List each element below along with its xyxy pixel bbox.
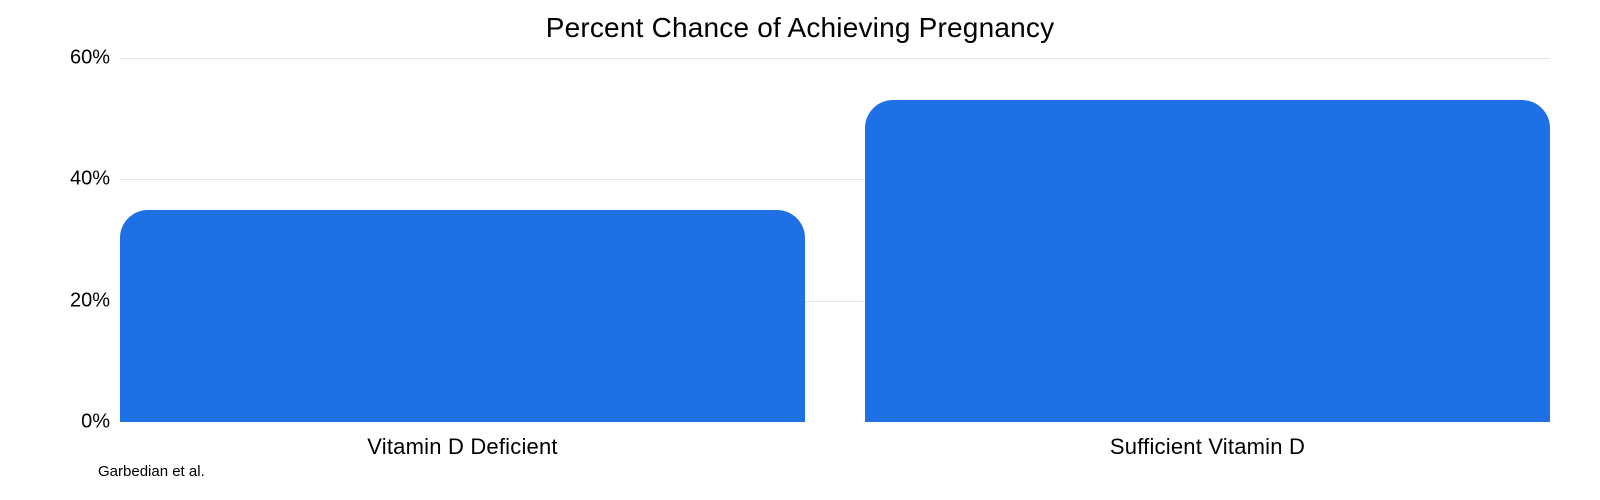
bar-sufficient — [865, 100, 1550, 422]
plot-area: 60% 40% 20% 0% Vitamin D Deficient Suffi… — [120, 58, 1550, 422]
ytick-0: 0% — [60, 411, 110, 434]
bar-deficient — [120, 210, 805, 422]
bar-slot-deficient: Vitamin D Deficient — [120, 58, 805, 422]
ytick-40: 40% — [60, 168, 110, 191]
pregnancy-chance-chart: Percent Chance of Achieving Pregnancy 60… — [40, 0, 1560, 500]
xlabel-sufficient: Sufficient Vitamin D — [865, 422, 1550, 460]
chart-title: Percent Chance of Achieving Pregnancy — [40, 0, 1560, 52]
bar-slot-sufficient: Sufficient Vitamin D — [865, 58, 1550, 422]
bars-wrap: Vitamin D Deficient Sufficient Vitamin D — [120, 58, 1550, 422]
xlabel-deficient: Vitamin D Deficient — [120, 422, 805, 460]
ytick-20: 20% — [60, 289, 110, 312]
ytick-60: 60% — [60, 47, 110, 70]
chart-source: Garbedian et al. — [98, 463, 205, 480]
